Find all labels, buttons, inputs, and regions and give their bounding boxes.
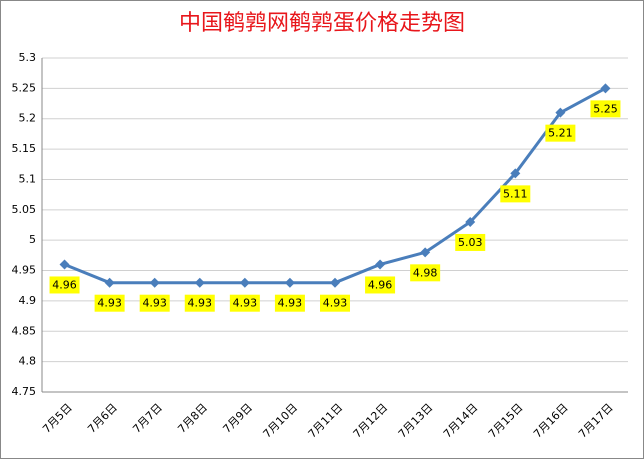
data-label-text: 4.96 xyxy=(368,278,393,291)
data-label-box xyxy=(455,233,486,251)
data-label-text: 4.93 xyxy=(233,297,258,310)
data-label: 4.93 xyxy=(94,294,125,312)
data-label-box xyxy=(94,294,125,312)
data-label-text: 5.11 xyxy=(503,187,528,200)
data-label-box xyxy=(545,124,576,142)
data-label: 4.93 xyxy=(320,294,350,312)
data-label-box xyxy=(274,294,305,312)
data-label-box xyxy=(500,185,531,203)
data-label-box xyxy=(229,294,260,312)
y-tick-label: 4.8 xyxy=(19,355,37,368)
marker xyxy=(555,107,566,118)
data-label-text: 5.03 xyxy=(458,236,483,249)
data-label: 4.93 xyxy=(139,294,170,312)
data-label-text: 5.25 xyxy=(593,102,618,115)
marker xyxy=(59,259,70,270)
data-label: 4.93 xyxy=(274,294,305,312)
marker xyxy=(104,277,115,288)
data-label: 5.21 xyxy=(545,124,576,142)
data-label-box xyxy=(184,294,215,312)
data-label-box xyxy=(49,276,80,294)
data-label-text: 4.93 xyxy=(97,297,122,310)
data-label-box xyxy=(139,294,170,312)
y-tick-label: 5.2 xyxy=(19,112,37,125)
y-tick-label: 5.3 xyxy=(19,51,37,64)
data-label: 4.96 xyxy=(49,276,80,294)
data-label-text: 4.93 xyxy=(278,297,303,310)
marker xyxy=(149,277,160,288)
data-label-box xyxy=(320,294,350,312)
data-label: 4.96 xyxy=(365,276,396,294)
marker xyxy=(194,277,205,288)
data-label-text: 4.93 xyxy=(188,297,213,310)
y-tick-label: 4.85 xyxy=(12,324,37,337)
data-label: 4.93 xyxy=(184,294,215,312)
data-label-box xyxy=(590,100,621,118)
data-label-text: 4.96 xyxy=(52,278,77,291)
marker xyxy=(239,277,250,288)
y-tick-label: 4.75 xyxy=(12,385,37,398)
marker xyxy=(600,83,611,94)
data-label-text: 4.93 xyxy=(323,297,348,310)
y-tick-label: 5.05 xyxy=(12,203,37,216)
marker xyxy=(510,168,521,179)
data-label-text: 4.98 xyxy=(413,266,438,279)
marker xyxy=(465,216,476,227)
data-label: 5.25 xyxy=(590,100,621,118)
data-label: 5.11 xyxy=(500,185,531,203)
y-tick-label: 5 xyxy=(29,233,36,246)
data-label-text: 4.93 xyxy=(142,297,167,310)
y-tick-label: 4.9 xyxy=(19,294,37,307)
y-tick-label: 4.95 xyxy=(12,264,37,277)
data-label-box xyxy=(365,276,396,294)
y-tick-label: 5.25 xyxy=(12,81,37,94)
data-label: 4.98 xyxy=(410,264,441,282)
data-label-text: 5.21 xyxy=(548,127,573,140)
marker xyxy=(420,247,431,258)
marker xyxy=(330,277,340,288)
marker xyxy=(284,277,295,288)
chart-title: 中国鹌鹑网鹌鹑蛋价格走势图 xyxy=(179,11,465,36)
marker xyxy=(375,259,386,270)
data-label-box xyxy=(410,264,441,282)
y-tick-label: 5.1 xyxy=(19,172,37,185)
y-tick-label: 5.15 xyxy=(12,142,37,155)
data-label: 5.03 xyxy=(455,233,486,251)
data-label: 4.93 xyxy=(229,294,260,312)
